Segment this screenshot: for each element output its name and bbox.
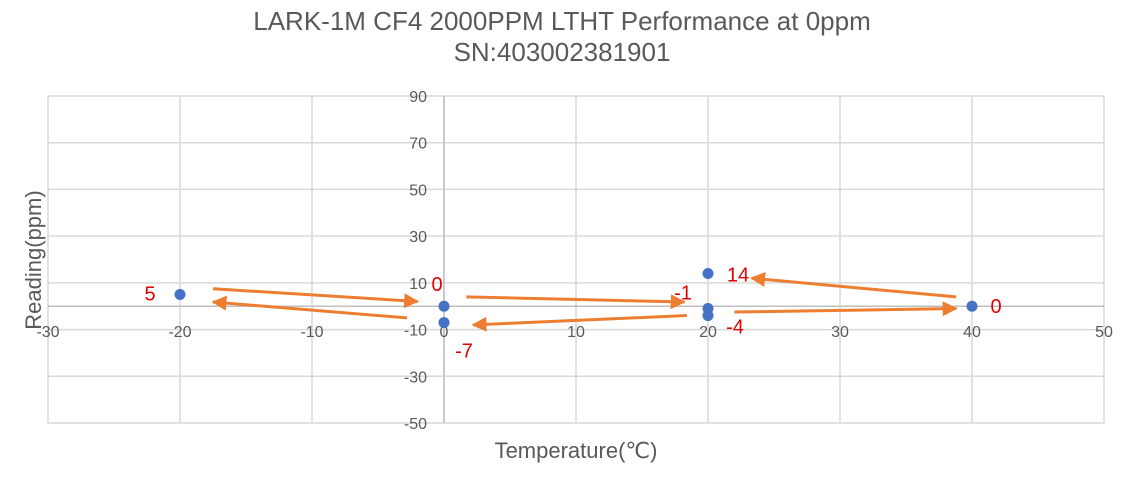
y-tick-label: -10 xyxy=(404,323,427,340)
data-point xyxy=(174,289,186,301)
y-tick-label: 90 xyxy=(409,89,427,106)
data-label: 0 xyxy=(431,274,442,296)
trend-arrow xyxy=(750,271,957,299)
x-tick-label: -10 xyxy=(300,324,323,341)
data-label: -4 xyxy=(726,317,744,339)
trend-arrow xyxy=(466,294,686,310)
y-tick-label: 70 xyxy=(409,136,427,153)
data-point xyxy=(438,317,450,329)
data-point xyxy=(702,268,714,280)
trend-arrow xyxy=(211,295,408,320)
trend-arrow xyxy=(212,287,420,309)
x-axis-title: Temperature(℃) xyxy=(494,438,658,463)
chart-title-main: LARK-1M CF4 2000PPM LTHT Performance at … xyxy=(253,6,871,36)
data-label: -1 xyxy=(674,283,692,305)
data-point xyxy=(702,310,714,322)
x-tick-label: 10 xyxy=(567,324,585,341)
data-point xyxy=(438,300,450,312)
data-point xyxy=(966,300,978,312)
x-tick-label: 0 xyxy=(440,324,449,341)
data-label: 5 xyxy=(144,284,155,306)
x-tick-label: 40 xyxy=(963,324,981,341)
y-tick-label: 10 xyxy=(409,276,427,293)
x-tick-label: 20 xyxy=(699,324,717,341)
x-tick-label: 30 xyxy=(831,324,849,341)
y-tick-label: 50 xyxy=(409,182,427,199)
chart-title: LARK-1M CF4 2000PPM LTHT Performance at … xyxy=(0,6,1124,68)
chart-subtitle: SN:403002381901 xyxy=(453,37,671,67)
data-label: 0 xyxy=(990,296,1001,318)
x-tick-label: 50 xyxy=(1095,324,1113,341)
x-tick-label: -30 xyxy=(36,324,59,341)
x-tick-label: -20 xyxy=(168,324,191,341)
y-tick-label: -50 xyxy=(404,416,427,433)
y-tick-label: 30 xyxy=(409,229,427,246)
data-label: 14 xyxy=(727,265,749,287)
trend-arrow xyxy=(471,314,687,332)
y-tick-label: -30 xyxy=(404,369,427,386)
data-label: -7 xyxy=(455,341,473,363)
y-axis-title: Reading(ppm) xyxy=(21,190,46,330)
trend-arrow xyxy=(734,301,958,317)
